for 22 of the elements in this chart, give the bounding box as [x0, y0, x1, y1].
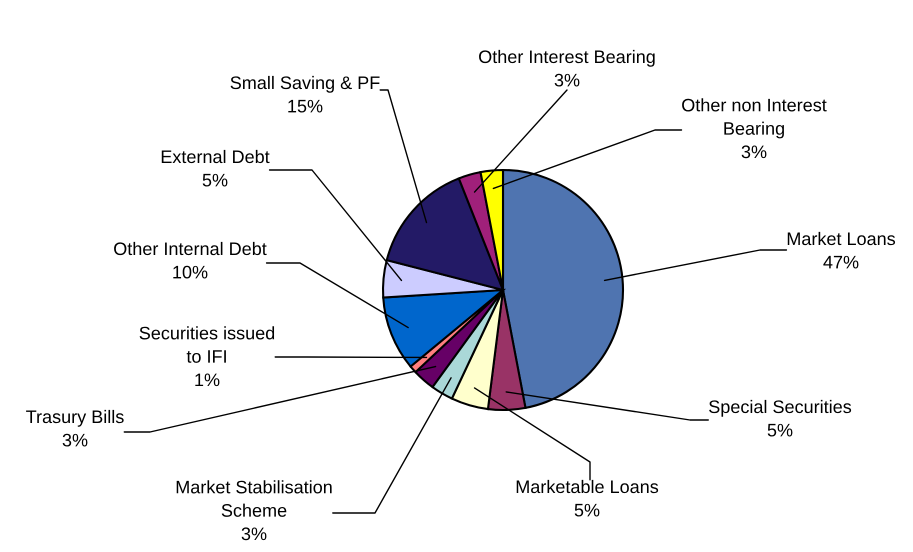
- slice-label: Market Stabilisation Scheme: [176, 480, 332, 517]
- slice-label: Other Interest Bearing: [479, 50, 655, 67]
- slice-label: Market Loans: [788, 232, 896, 246]
- slice-label: External Debt: [162, 150, 270, 164]
- slice-label: Other Internal Debt: [114, 242, 267, 256]
- data-label: 5%: [768, 424, 792, 437]
- slice-label: Small Saving & PF: [230, 76, 380, 93]
- data-label: 3%: [742, 145, 766, 158]
- data-label: 1%: [195, 374, 220, 386]
- slice-label: Special Securities: [709, 400, 852, 417]
- slice-label: Securities issued to IFI: [140, 326, 274, 363]
- data-label: 10%: [173, 266, 208, 279]
- data-label: 5%: [574, 504, 600, 517]
- data-label: 3%: [554, 74, 580, 87]
- data-label: 47%: [823, 256, 858, 268]
- data-label: 3%: [62, 434, 88, 447]
- slice-label: Other non Interest Bearing: [682, 98, 827, 138]
- slice-label: Marketable Loans: [516, 480, 658, 494]
- data-label: 3%: [242, 527, 266, 540]
- data-label: 5%: [202, 174, 228, 187]
- data-label: 15%: [288, 100, 322, 113]
- slice-label: Trasury Bills: [26, 410, 124, 427]
